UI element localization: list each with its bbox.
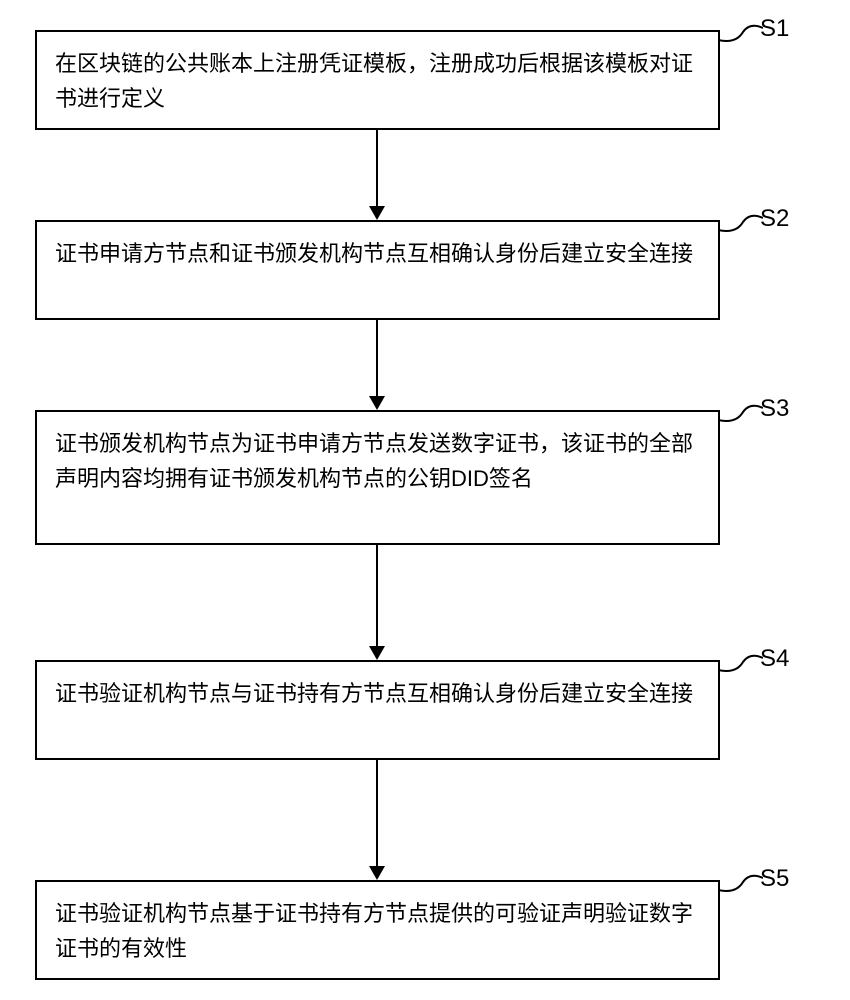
step-label-s4: S4 [760, 645, 789, 673]
connector-line-1-2 [376, 130, 378, 206]
connector-line-2-3 [376, 320, 378, 396]
step-box-s5: 证书验证机构节点基于证书持有方节点提供的可验证声明验证数字证书的有效性 [35, 880, 720, 980]
label-connector-s2 [718, 212, 763, 242]
label-connector-s3 [718, 402, 763, 432]
step-box-s3: 证书颁发机构节点为证书申请方节点发送数字证书，该证书的全部声明内容均拥有证书颁发… [35, 410, 720, 545]
step-label-s2: S2 [760, 205, 789, 233]
step-text-s5: 证书验证机构节点基于证书持有方节点提供的可验证声明验证数字证书的有效性 [55, 901, 693, 961]
step-text-s2: 证书申请方节点和证书颁发机构节点互相确认身份后建立安全连接 [55, 241, 693, 266]
step-text-s4: 证书验证机构节点与证书持有方节点互相确认身份后建立安全连接 [55, 681, 693, 706]
step-label-s5: S5 [760, 865, 789, 893]
arrow-down-3-4 [369, 646, 385, 660]
connector-line-3-4 [376, 545, 378, 646]
step-box-s2: 证书申请方节点和证书颁发机构节点互相确认身份后建立安全连接 [35, 220, 720, 320]
step-text-s1: 在区块链的公共账本上注册凭证模板，注册成功后根据该模板对证书进行定义 [55, 51, 693, 111]
step-label-s1: S1 [760, 15, 789, 43]
connector-line-4-5 [376, 760, 378, 866]
step-box-s4: 证书验证机构节点与证书持有方节点互相确认身份后建立安全连接 [35, 660, 720, 760]
arrow-down-1-2 [369, 206, 385, 220]
arrow-down-2-3 [369, 396, 385, 410]
label-connector-s1 [718, 22, 763, 52]
arrow-down-4-5 [369, 866, 385, 880]
step-label-s3: S3 [760, 395, 789, 423]
label-connector-s5 [718, 872, 763, 902]
step-text-s3: 证书颁发机构节点为证书申请方节点发送数字证书，该证书的全部声明内容均拥有证书颁发… [55, 431, 693, 491]
step-box-s1: 在区块链的公共账本上注册凭证模板，注册成功后根据该模板对证书进行定义 [35, 30, 720, 130]
label-connector-s4 [718, 652, 763, 682]
flowchart-container: 在区块链的公共账本上注册凭证模板，注册成功后根据该模板对证书进行定义 S1 证书… [0, 0, 850, 1000]
